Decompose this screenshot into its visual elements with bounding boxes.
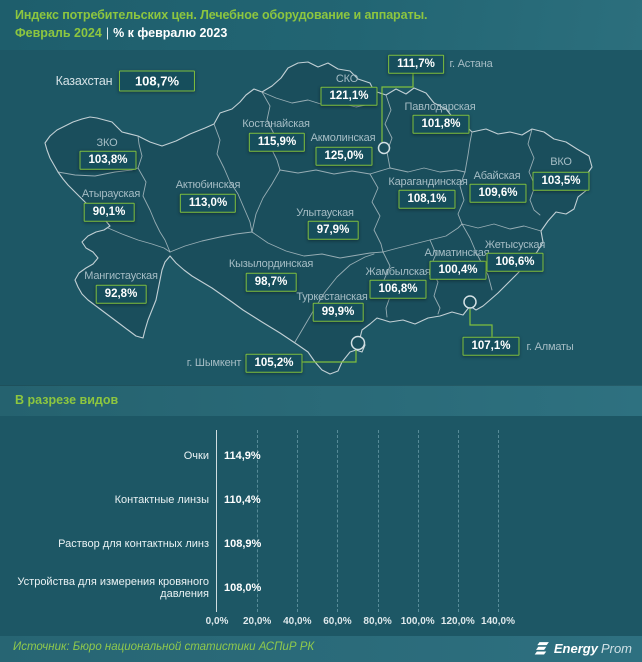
region-label-abay: Абайская: [473, 170, 521, 182]
source-text: Источник: Бюро национальной статистики А…: [13, 641, 315, 653]
country-value-box: 108,7%: [118, 70, 196, 92]
region-borders: [57, 90, 542, 343]
country-shape: [44, 61, 593, 375]
gridline: [498, 430, 499, 612]
compare-text: % к февралю 2023: [113, 26, 228, 40]
region-value-abay: 109,6%: [469, 183, 527, 203]
region-value-zhambyl: 106,8%: [369, 279, 427, 299]
region-label-almaty-region: Алматинская: [424, 247, 490, 259]
x-tick: 60,0%: [323, 616, 352, 627]
category-label: Очки: [183, 450, 209, 462]
bar-row: 114,9%: [217, 444, 261, 468]
region-label-kyzylorda: Кызылординская: [228, 258, 314, 270]
city-label-almaty: г. Алматы: [526, 341, 574, 353]
almaty-marker: [463, 295, 477, 309]
x-tick: 20,0%: [242, 616, 272, 627]
region-value-zhetysu: 106,6%: [486, 252, 544, 272]
region-label-zhambyl: Жамбылская: [365, 266, 431, 278]
header-band: Индекс потребительских цен. Лечебное обо…: [0, 0, 642, 50]
region-value-atyrau: 90,1%: [83, 202, 135, 222]
region-value-almaty-region: 100,4%: [429, 260, 487, 280]
x-tick: 100,0%: [400, 616, 435, 627]
page-title: Индекс потребительских цен. Лечебное обо…: [15, 8, 428, 22]
country-label: Казахстан: [55, 74, 113, 88]
region-label-pavlodar: Павлодарская: [404, 101, 476, 113]
region-value-mangystau: 92,8%: [95, 284, 147, 304]
region-value-vko: 103,5%: [532, 171, 590, 191]
region-value-turkestan: 99,9%: [312, 302, 364, 322]
category-label: Устройства для измерения кровяного давле…: [17, 576, 209, 600]
city-markers: [350, 141, 477, 351]
city-value-astana: 111,7%: [388, 54, 444, 74]
almaty-connector: [469, 309, 493, 338]
bar-value-label: 108,0%: [224, 582, 262, 594]
category-label: Раствор для контактных линз: [58, 538, 209, 550]
bar-value-label: 110,4%: [224, 494, 261, 506]
x-tick: 80,0%: [363, 616, 392, 627]
region-label-turkestan: Туркестанская: [296, 291, 368, 303]
bar-row: 108,0%: [217, 576, 261, 600]
region-value-pavlodar: 101,8%: [412, 114, 470, 134]
shymkent-connector: [301, 350, 357, 363]
gridline: [377, 430, 379, 612]
region-value-kostanay: 115,9%: [248, 132, 306, 152]
gridline: [257, 430, 259, 612]
bar-row: 110,4%: [217, 488, 261, 512]
city-connectors: [301, 73, 493, 363]
region-label-akmola: Акмолинская: [310, 132, 376, 144]
gridline: [457, 430, 459, 612]
section-title: В разрезе видов: [15, 393, 119, 407]
brand-regular: Prom: [600, 641, 632, 656]
x-tick: 0,0%: [205, 616, 229, 627]
city-value-shymkent: 105,2%: [245, 353, 303, 373]
region-label-vko: ВКО: [550, 156, 572, 168]
region-label-kostanay: Костанайская: [242, 118, 310, 130]
region-value-ulytau: 97,9%: [307, 220, 359, 240]
region-label-sko: СКО: [335, 73, 359, 85]
region-value-zko: 103,8%: [79, 150, 137, 170]
gridline: [417, 430, 419, 612]
footer-band: Источник: Бюро национальной статистики А…: [0, 636, 642, 662]
bar-row: 108,9%: [217, 532, 261, 556]
bar-value-label: 108,9%: [224, 538, 262, 550]
city-value-almaty: 107,1%: [462, 336, 520, 356]
region-label-mangystau: Мангистауская: [84, 270, 158, 282]
region-label-ulytau: Улытауская: [296, 207, 354, 219]
shymkent-marker: [350, 335, 366, 351]
category-label: Контактные линзы: [114, 494, 209, 506]
page-subtitle: Февраль 2024 |% к февралю 2023: [15, 26, 227, 40]
separator: |: [105, 26, 110, 40]
x-tick: 40,0%: [283, 616, 312, 627]
region-value-akmola: 125,0%: [315, 146, 373, 166]
city-label-shymkent: г. Шымкент: [186, 357, 242, 369]
section-band: В разрезе видов: [0, 385, 642, 416]
region-value-aktobe: 113,0%: [179, 193, 237, 213]
bar-value-label: 114,9%: [224, 450, 261, 462]
region-label-zko: ЗКО: [96, 137, 118, 149]
x-tick: 140,0%: [481, 616, 515, 627]
city-label-astana: г. Астана: [449, 58, 493, 70]
period-text: Февраль 2024: [15, 26, 102, 40]
gridline: [337, 430, 339, 612]
energyprom-logo: Energy Prom: [534, 640, 632, 657]
region-value-karaganda: 108,1%: [398, 189, 456, 209]
region-label-karaganda: Карагандинская: [388, 176, 468, 188]
region-value-kyzylorda: 98,7%: [245, 272, 297, 292]
gridline: [297, 430, 299, 612]
astana-marker: [377, 141, 391, 155]
energyprom-logo-icon: [534, 642, 549, 655]
region-value-sko: 121,1%: [320, 86, 378, 106]
region-label-atyrau: Атырауская: [81, 188, 141, 200]
x-tick: 120,0%: [440, 616, 475, 627]
brand-bold: Energy: [553, 641, 598, 656]
astana-connector: [381, 73, 414, 142]
chart-plot-area: 114,9% 110,4% 108,9% 108,0% 0,0% 20,0% 4…: [206, 430, 515, 627]
region-label-aktobe: Актюбинская: [175, 179, 241, 191]
region-label-zhetysu: Жетысуская: [484, 239, 546, 251]
